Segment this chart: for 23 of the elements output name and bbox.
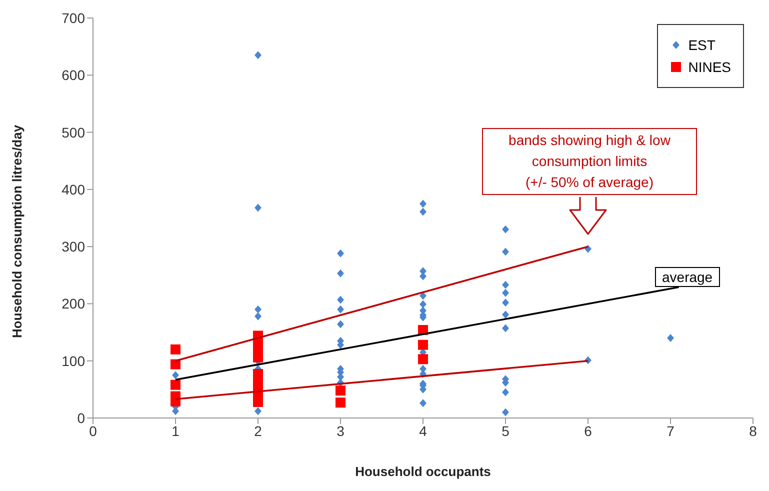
annotation: average xyxy=(655,267,720,287)
x-tick-label: 0 xyxy=(89,422,98,439)
y-tick-label: 600 xyxy=(62,67,86,84)
legend-label: EST xyxy=(688,37,716,53)
x-tick-label: 1 xyxy=(172,422,180,439)
y-tick-label: 500 xyxy=(62,124,86,140)
y-tick-label: 200 xyxy=(62,296,86,312)
y-tick-label: 100 xyxy=(62,352,86,369)
annotation: bands showing high & low consumption limits (+/- 50% of average) xyxy=(482,128,697,195)
x-tick-label: 7 xyxy=(666,422,675,439)
x-tick-label: 6 xyxy=(584,422,592,439)
x-tick-label: 4 xyxy=(419,422,428,439)
x-tick-label: 8 xyxy=(749,422,758,439)
x-tick-label: 5 xyxy=(502,422,510,439)
y-axis-title: Household consumption litres/day xyxy=(10,124,25,338)
y-tick-label: 400 xyxy=(62,181,86,198)
x-axis-title: Household occupants xyxy=(355,464,491,479)
y-tick-label: 300 xyxy=(62,238,86,255)
x-tick-label: 3 xyxy=(336,422,345,439)
x-tick-label: 2 xyxy=(254,422,262,439)
legend-label: NINES xyxy=(688,59,731,75)
y-tick-label: 700 xyxy=(62,10,86,26)
y-tick-label: 0 xyxy=(77,410,86,426)
